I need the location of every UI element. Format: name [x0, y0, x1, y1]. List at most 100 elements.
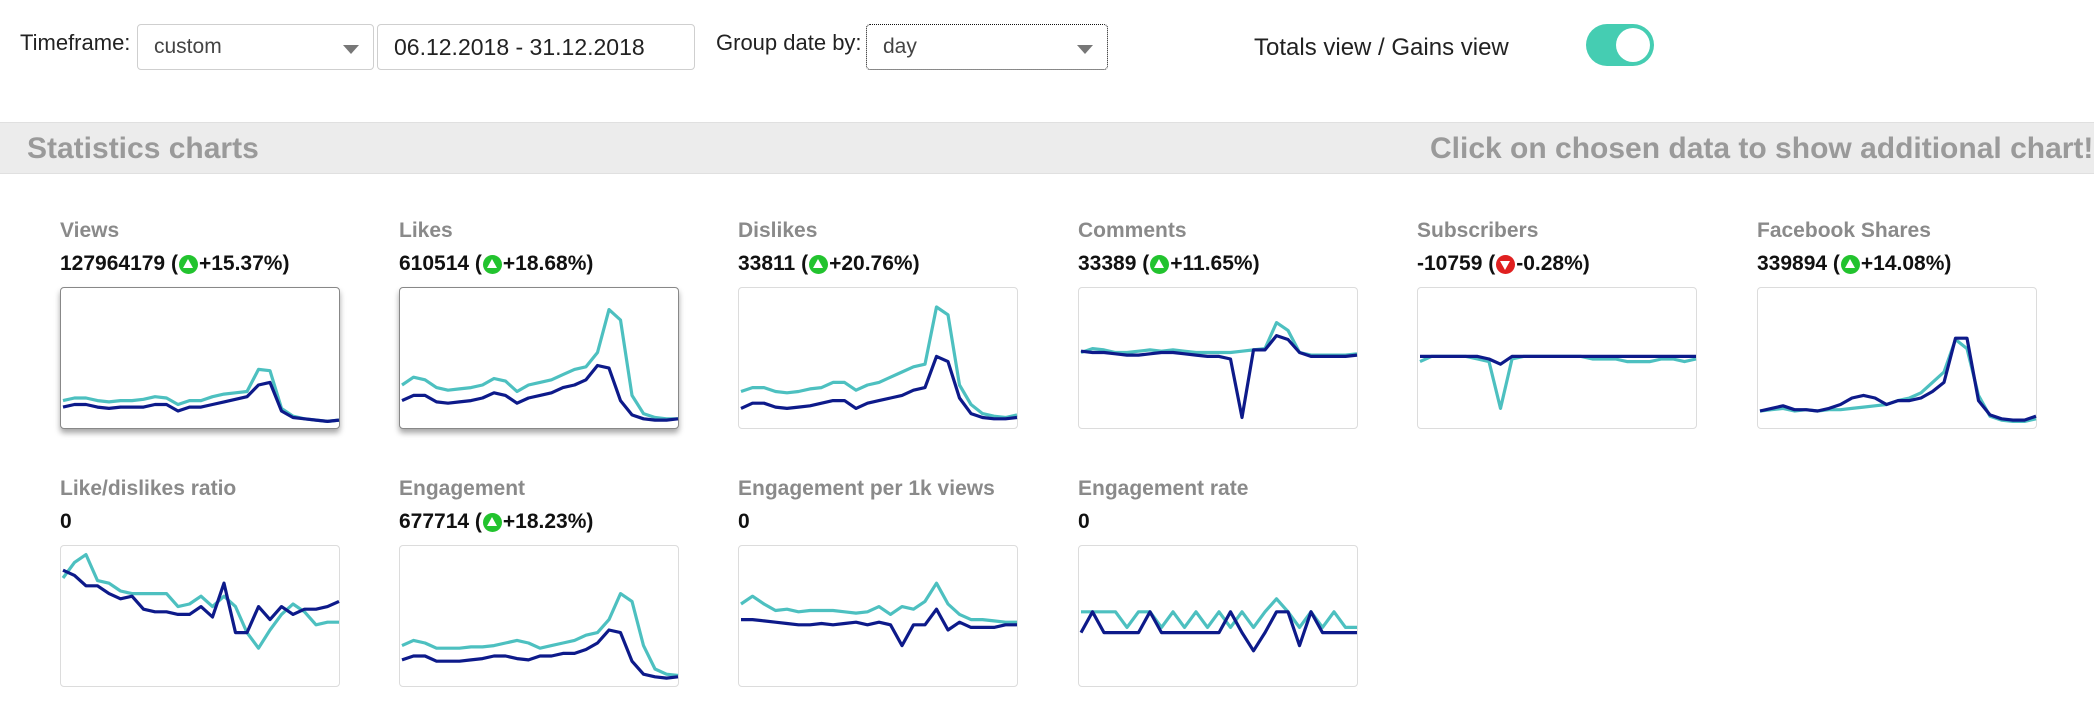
filter-bar: Timeframe: custom 06.12.2018 - 31.12.201…	[0, 0, 2094, 122]
sparkline-svg	[1419, 354, 1697, 411]
sparkline-chart[interactable]	[399, 545, 679, 687]
section-hint: Click on chosen data to show additional …	[1430, 132, 2094, 165]
sparkline-series-light	[740, 581, 1017, 624]
stat-card[interactable]: Engagement 677714 (+18.23%)	[399, 477, 689, 717]
stat-card-value: -10759 (-0.28%)	[1417, 252, 1590, 276]
sparkline-series-light	[401, 308, 678, 421]
date-range-value: 06.12.2018 - 31.12.2018	[394, 33, 645, 60]
sparkline-svg	[740, 581, 1017, 648]
sparkline-chart[interactable]	[1078, 545, 1358, 687]
sparkline-chart[interactable]	[60, 287, 340, 429]
sparkline-series-light	[61, 553, 339, 650]
timeframe-select[interactable]: custom	[137, 24, 374, 70]
section-title: Statistics charts	[27, 132, 259, 165]
sparkline-series-dark	[741, 607, 1017, 648]
group-date-select[interactable]: day	[866, 24, 1108, 70]
stat-card-title: Facebook Shares	[1757, 219, 1931, 242]
arrow-up-icon	[178, 254, 198, 274]
view-toggle-switch[interactable]	[1586, 24, 1654, 66]
sparkline-svg	[1079, 597, 1357, 653]
paren-open: (	[165, 252, 178, 275]
sparkline-series-light	[1080, 320, 1358, 357]
stat-change-percent: +18.23%	[502, 510, 587, 533]
paren-open: (	[1482, 252, 1496, 275]
stat-value-number: 0	[1078, 510, 1090, 533]
paren-close: )	[586, 510, 594, 533]
sparkline-chart[interactable]	[1417, 287, 1697, 429]
sparkline-chart[interactable]	[1757, 287, 2037, 429]
chevron-down-icon	[343, 45, 359, 54]
stat-card[interactable]: Dislikes 33811 (+20.76%)	[738, 219, 1028, 459]
sparkline-series-light	[62, 367, 340, 423]
paren-close: )	[1252, 252, 1260, 275]
stat-value-number: 610514	[399, 252, 470, 275]
sparkline-chart[interactable]	[1078, 287, 1358, 429]
paren-close: )	[586, 252, 594, 275]
paren-open: (	[795, 252, 809, 275]
sparkline-chart[interactable]	[738, 545, 1018, 687]
paren-open: (	[1136, 252, 1150, 275]
arrow-up-icon	[482, 512, 502, 532]
toggle-knob	[1616, 28, 1650, 62]
stat-card[interactable]: Like/dislikes ratio 0	[60, 477, 350, 717]
paren-open: (	[469, 510, 482, 533]
sparkline-series-dark	[401, 628, 679, 680]
arrow-up-icon	[482, 254, 502, 274]
stat-change-percent: +14.08%	[1860, 252, 1945, 275]
sparkline-chart[interactable]	[399, 287, 679, 429]
stat-card-title: Like/dislikes ratio	[60, 477, 237, 500]
stat-card[interactable]: Engagement rate 0	[1078, 477, 1368, 717]
stat-card[interactable]: Comments 33389 ( +11.65%)	[1078, 219, 1368, 459]
sparkline-svg	[61, 553, 340, 650]
stat-value-number: -10759	[1417, 252, 1483, 275]
paren-close: )	[282, 252, 290, 275]
stat-card-title: Likes	[399, 219, 453, 242]
stat-card-title: Dislikes	[738, 219, 818, 242]
stat-card[interactable]: Likes 610514 ( +18.68%)	[399, 219, 689, 459]
arrow-up-icon	[809, 254, 829, 274]
stat-change-percent: +18.68%	[502, 252, 587, 275]
timeframe-label: Timeframe:	[20, 30, 131, 55]
stat-card-title: Views	[60, 219, 120, 242]
stat-card-title: Engagement per 1k views	[738, 477, 995, 500]
stat-value-number: 33811	[738, 252, 796, 275]
stat-card-value: 33811 (+20.76%)	[738, 252, 920, 276]
stat-card[interactable]: Facebook Shares 339894 (+14.08%)	[1757, 219, 2047, 459]
sparkline-chart[interactable]	[738, 287, 1018, 429]
arrow-up-icon	[1840, 254, 1860, 274]
stat-value-number: 0	[60, 510, 72, 533]
stat-card-value: 33389 ( +11.65%)	[1078, 252, 1260, 276]
stat-card-value: 0	[738, 510, 750, 534]
group-date-value: day	[883, 35, 917, 58]
date-range-input[interactable]: 06.12.2018 - 31.12.2018	[377, 24, 695, 70]
stat-card-title: Comments	[1078, 219, 1187, 242]
stat-card-value: 0	[60, 510, 72, 534]
paren-close: )	[1944, 252, 1952, 275]
stat-card[interactable]: Views 127964179 (+15.37%)	[60, 219, 350, 459]
sparkline-svg	[401, 308, 679, 422]
sparkline-series-light	[401, 591, 679, 678]
stat-card-title: Engagement rate	[1078, 477, 1249, 500]
stat-card-title: Subscribers	[1417, 219, 1539, 242]
stat-value-number: 33389	[1078, 252, 1137, 275]
sparkline-svg	[1080, 320, 1358, 420]
stat-card[interactable]: Subscribers -10759 (-0.28%)	[1417, 219, 1707, 459]
paren-open: (	[469, 252, 482, 275]
paren-close: )	[1582, 252, 1590, 275]
section-header: Statistics charts Click on chosen data t…	[0, 122, 2094, 174]
stat-card-value: 127964179 (+15.37%)	[60, 252, 289, 276]
sparkline-svg	[401, 591, 679, 680]
arrow-up-icon	[1150, 254, 1170, 274]
sparkline-series-dark	[1759, 336, 2037, 422]
sparkline-series-dark	[401, 363, 679, 422]
stat-change-percent: +11.65%	[1170, 252, 1253, 275]
sparkline-chart[interactable]	[60, 545, 340, 687]
view-toggle-label: Totals view / Gains view	[1254, 34, 1509, 61]
stat-card[interactable]: Engagement per 1k views 0	[738, 477, 1028, 717]
stat-change-percent: +15.37%	[198, 252, 283, 275]
sparkline-series-dark	[740, 354, 1018, 421]
paren-close: )	[912, 252, 920, 275]
sparkline-series-light	[740, 305, 1018, 420]
stat-card-title: Engagement	[399, 477, 526, 500]
sparkline-series-light	[1419, 354, 1697, 411]
